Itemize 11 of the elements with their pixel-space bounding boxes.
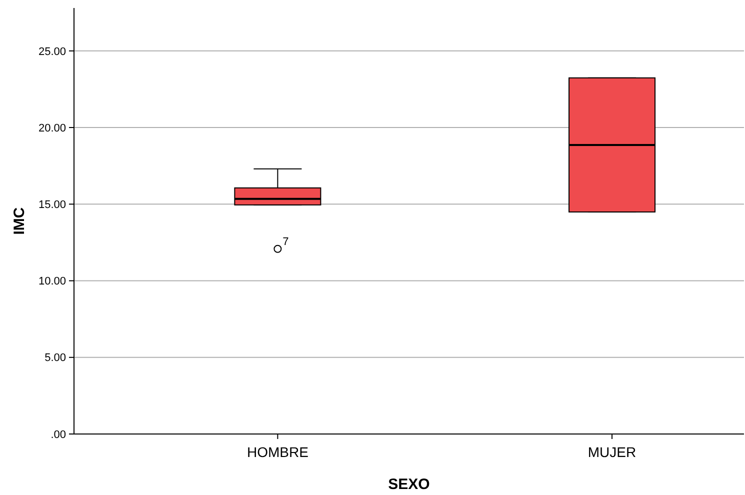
x-tick-label: HOMBRE [246,444,308,460]
y-tick-label: .00 [50,428,66,441]
x-tick-label: MUJER [588,444,636,460]
y-tick-label: 25.00 [38,46,66,58]
y-axis-title: IMC [11,207,28,235]
y-tick-label: 15.00 [38,198,66,211]
annotation: 7 [282,236,289,248]
y-tick-label: 20.00 [38,122,66,134]
x-axis-title: SEXO [388,476,430,493]
y-tick-label: 10.00 [38,276,66,288]
y-tick-label: 5.00 [44,352,66,364]
